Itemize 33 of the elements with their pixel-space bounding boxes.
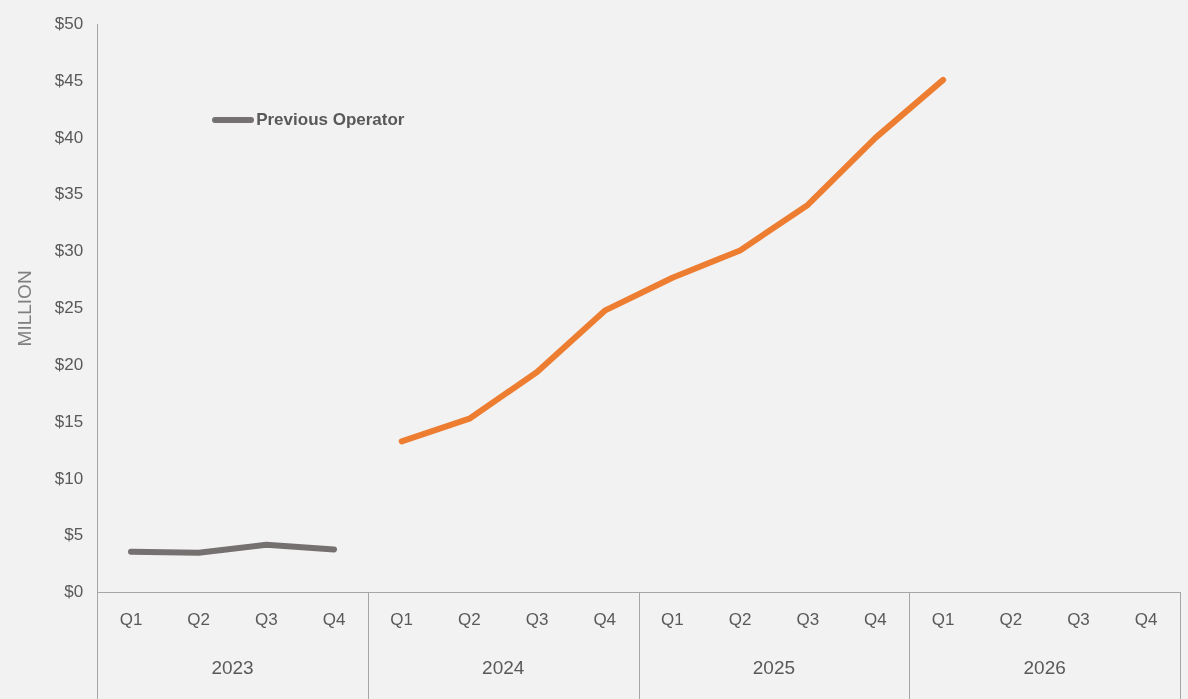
x-tick-label: Q1 [931, 610, 955, 630]
x-tick-label: Q3 [1067, 610, 1090, 630]
text: 2025 [752, 656, 796, 678]
text: 2026 [1023, 656, 1066, 678]
x-tick-label: Q3 [796, 610, 820, 630]
x-tick-label: Q2 [999, 610, 1023, 630]
y-tick-label: $10 [54, 468, 84, 488]
x-tick-label: Q2 [458, 610, 481, 630]
x-tick-label: Q1 [119, 610, 143, 630]
legend-label: Previous Operator [256, 110, 405, 131]
y-tick-label: $40 [54, 127, 84, 147]
x-tick-label: Q4 [593, 610, 617, 630]
y-tick-label: $30 [54, 241, 84, 261]
x-tick-label: Q4 [1134, 610, 1158, 630]
y-tick-label: $0 [64, 582, 84, 602]
y-tick-label: $25 [54, 298, 84, 318]
x-tick-label: Q1 [390, 610, 414, 630]
y-axis-title: MILLION [13, 270, 35, 347]
x-tick-label: Q4 [322, 610, 346, 630]
y-tick-label: $45 [54, 70, 84, 90]
y-tick-label: $50 [54, 13, 84, 33]
y-tick-label: $35 [54, 184, 84, 204]
x-tick-label: Q3 [525, 610, 549, 630]
x-tick-label: Q3 [255, 610, 278, 630]
y-tick-label: $15 [54, 411, 84, 431]
text: 2024 [482, 656, 525, 678]
y-tick-label: $5 [64, 525, 84, 545]
x-tick-label: Q2 [187, 610, 211, 630]
x-tick-label: Q1 [661, 610, 684, 630]
x-tick-label: Q4 [864, 610, 887, 630]
y-tick-label: $20 [54, 354, 84, 374]
text: 2023 [211, 656, 254, 678]
x-tick-label: Q2 [728, 610, 752, 630]
